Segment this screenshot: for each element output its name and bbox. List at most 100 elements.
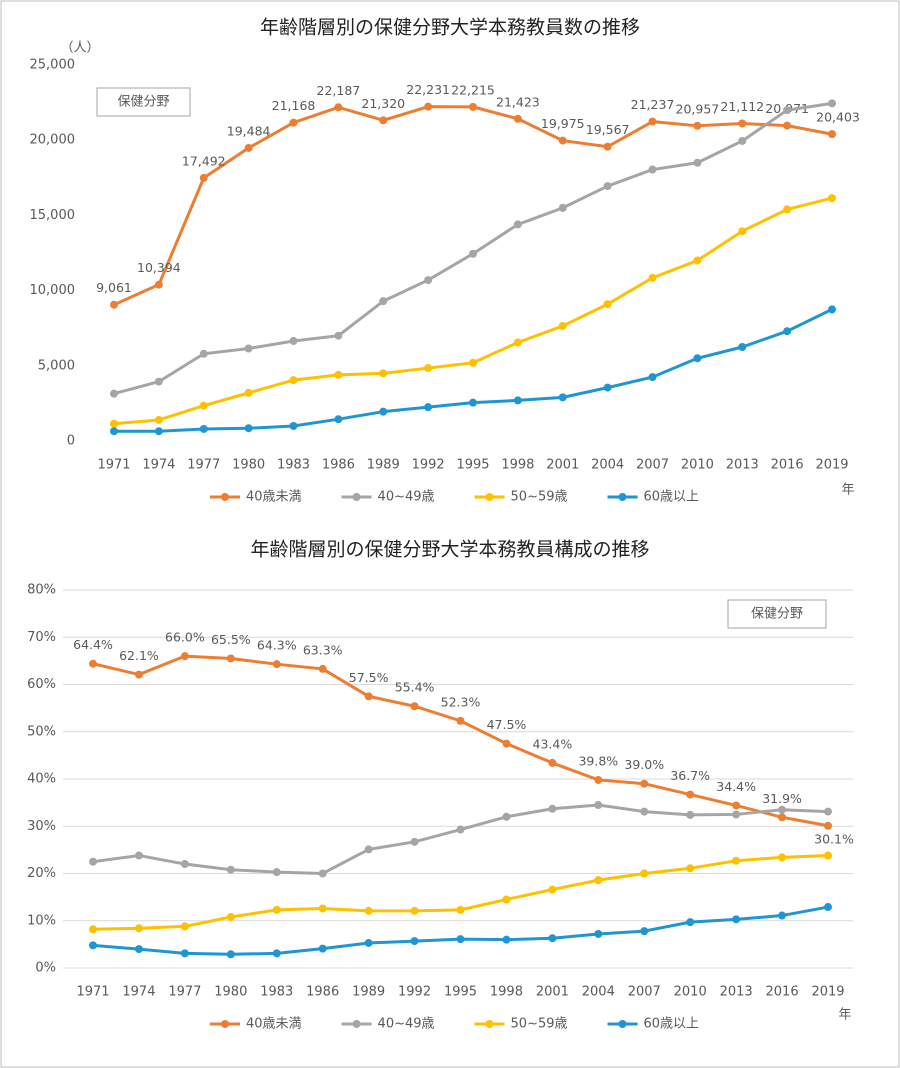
data-point bbox=[693, 354, 702, 363]
y-axis-unit: （人） bbox=[60, 41, 99, 56]
x-tick-label: 1983 bbox=[277, 458, 310, 473]
data-point bbox=[456, 825, 465, 834]
legend-label: 60歳以上 bbox=[644, 1017, 700, 1032]
data-point bbox=[379, 407, 388, 416]
data-label: 21,112 bbox=[720, 99, 764, 114]
data-point bbox=[502, 935, 511, 944]
data-point bbox=[134, 851, 143, 860]
data-point bbox=[513, 220, 522, 229]
annotation-box bbox=[727, 599, 827, 629]
data-point bbox=[226, 912, 235, 921]
data-label: 21,320 bbox=[361, 96, 405, 111]
data-point bbox=[244, 344, 253, 353]
data-point bbox=[154, 280, 163, 289]
data-point bbox=[594, 929, 603, 938]
data-label: 39.8% bbox=[578, 753, 618, 768]
data-point bbox=[502, 812, 511, 821]
data-point bbox=[502, 895, 511, 904]
data-point bbox=[364, 906, 373, 915]
x-tick-label: 1986 bbox=[322, 458, 355, 473]
data-point bbox=[824, 821, 832, 830]
legend-marker bbox=[485, 1020, 494, 1028]
data-label: 10,394 bbox=[137, 260, 181, 275]
data-point bbox=[364, 692, 373, 701]
data-point bbox=[89, 941, 97, 950]
data-point bbox=[469, 358, 477, 367]
x-tick-label: 2016 bbox=[766, 985, 799, 1000]
chart-title: 年齢階層別の保健分野大学本務教員数の推移 bbox=[260, 17, 640, 39]
data-point bbox=[469, 102, 477, 111]
x-tick-label: 2013 bbox=[726, 458, 759, 473]
data-point bbox=[364, 845, 373, 854]
data-point bbox=[89, 659, 97, 668]
y-tick-label: 25,000 bbox=[30, 58, 76, 73]
data-point bbox=[513, 114, 522, 123]
data-point bbox=[410, 702, 419, 711]
data-point bbox=[180, 922, 189, 931]
x-tick-label: 1971 bbox=[97, 458, 130, 473]
data-label: 22,215 bbox=[451, 82, 495, 97]
x-tick-label: 2010 bbox=[674, 985, 707, 1000]
data-point bbox=[318, 904, 327, 913]
y-tick-label: 40% bbox=[27, 772, 56, 787]
data-point bbox=[379, 369, 388, 378]
data-label: 20,957 bbox=[676, 101, 720, 116]
data-point bbox=[379, 297, 388, 306]
data-label: 62.1% bbox=[119, 648, 159, 663]
data-point bbox=[732, 801, 741, 810]
annotation-box bbox=[96, 87, 191, 117]
data-label: 63.3% bbox=[303, 642, 343, 657]
data-label: 43.4% bbox=[533, 736, 573, 751]
y-tick-label: 80% bbox=[27, 583, 56, 598]
x-tick-label: 2001 bbox=[536, 985, 569, 1000]
data-point bbox=[594, 775, 603, 784]
data-point bbox=[548, 804, 557, 813]
x-tick-label: 2010 bbox=[681, 458, 714, 473]
data-label: 20,403 bbox=[816, 110, 860, 125]
data-point bbox=[318, 664, 327, 673]
legend-marker bbox=[485, 493, 494, 501]
data-point bbox=[318, 944, 327, 953]
data-label: 55.4% bbox=[395, 680, 435, 695]
data-point bbox=[640, 869, 649, 878]
data-point bbox=[693, 158, 702, 167]
x-tick-label: 2019 bbox=[815, 458, 848, 473]
data-point bbox=[686, 790, 695, 799]
data-label: 21,168 bbox=[272, 98, 316, 113]
data-label: 22,187 bbox=[317, 83, 361, 98]
x-tick-label: 1995 bbox=[444, 985, 477, 1000]
y-tick-label: 30% bbox=[27, 819, 56, 834]
data-label: 34.4% bbox=[716, 779, 756, 794]
data-point bbox=[199, 401, 208, 410]
data-point bbox=[456, 935, 465, 944]
data-point bbox=[469, 398, 477, 407]
legend-label: 40~49歳 bbox=[378, 1017, 435, 1032]
data-point bbox=[513, 338, 522, 347]
data-point bbox=[334, 415, 343, 424]
data-label: 39.0% bbox=[624, 757, 664, 772]
data-point bbox=[738, 227, 747, 236]
x-tick-label: 1974 bbox=[122, 985, 155, 1000]
x-tick-label: 2007 bbox=[636, 458, 669, 473]
data-point bbox=[244, 424, 253, 433]
legend-label: 40歳未満 bbox=[246, 1017, 302, 1032]
data-point bbox=[558, 393, 567, 402]
data-point bbox=[783, 106, 792, 115]
data-point bbox=[410, 937, 419, 946]
data-point bbox=[424, 403, 433, 412]
data-point bbox=[648, 117, 657, 126]
data-point bbox=[289, 118, 298, 127]
legend-marker bbox=[352, 1020, 361, 1028]
data-point bbox=[828, 99, 836, 108]
data-label: 66.0% bbox=[165, 630, 205, 645]
data-point bbox=[778, 911, 787, 920]
data-point bbox=[783, 327, 792, 336]
data-point bbox=[410, 837, 419, 846]
data-point bbox=[199, 349, 208, 358]
x-tick-label: 2001 bbox=[546, 458, 579, 473]
data-point bbox=[732, 856, 741, 865]
data-point bbox=[686, 918, 695, 927]
x-tick-label: 1992 bbox=[412, 458, 445, 473]
data-point bbox=[603, 383, 612, 392]
data-label: 19,975 bbox=[541, 116, 585, 131]
